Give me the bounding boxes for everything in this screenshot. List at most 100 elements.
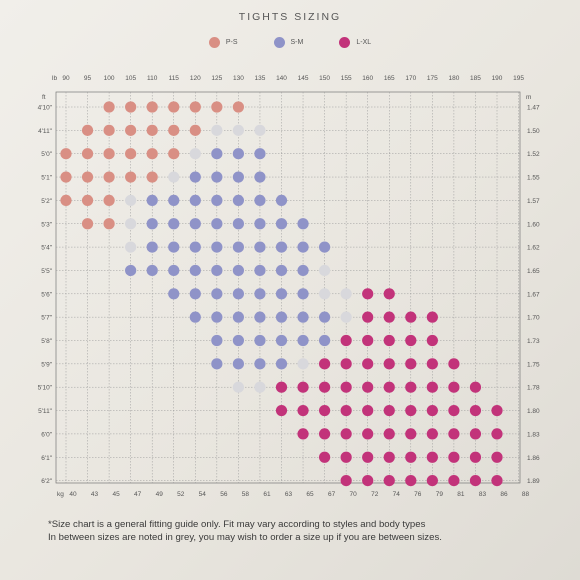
size-dot-p-s <box>81 218 94 230</box>
size-dot-p-s <box>81 124 94 136</box>
size-dot-l-xl <box>362 311 374 323</box>
size-dot-in-between <box>340 311 352 323</box>
legend: P-S S-M L-XL <box>0 37 580 48</box>
size-dot-l-xl <box>319 404 331 417</box>
size-dot-s-m <box>275 264 288 277</box>
y-tick-ft: 5'5" <box>41 268 52 275</box>
size-dot-p-s <box>211 101 223 113</box>
size-dot-l-xl <box>362 428 374 440</box>
size-dot-s-m <box>254 358 266 370</box>
y-tick-ft: 4'10" <box>38 105 53 112</box>
size-dot-s-m <box>211 288 223 300</box>
size-dot-l-xl <box>469 475 482 487</box>
size-dot-l-xl <box>448 451 460 463</box>
y-tick-m: 1.62 <box>527 245 540 252</box>
size-dot-s-m <box>254 264 266 277</box>
legend-item-l-xl: L-XL <box>339 37 371 48</box>
y-tick-ft: 5'7" <box>41 315 52 322</box>
y-tick-m: 1.75 <box>527 361 540 368</box>
size-dot-s-m <box>232 288 244 300</box>
size-dot-l-xl <box>383 358 395 370</box>
size-dot-s-m <box>275 241 288 253</box>
size-dot-l-xl <box>405 428 417 440</box>
size-dot-p-s <box>189 124 201 136</box>
size-dot-in-between <box>297 358 309 370</box>
size-dot-l-xl <box>383 451 395 463</box>
legend-label-l-xl: L-XL <box>356 39 372 46</box>
size-dot-s-m <box>125 264 137 277</box>
size-dot-l-xl <box>362 381 374 393</box>
size-dot-s-m <box>232 218 244 230</box>
size-dot-s-m <box>254 171 266 183</box>
x-tick-lb: 155 <box>341 75 352 82</box>
size-dot-s-m <box>232 241 244 253</box>
x-tick-lb: 110 <box>147 75 158 82</box>
footnote-line-2: In between sizes are noted in grey, you … <box>48 532 442 543</box>
x-tick-lb: 130 <box>233 75 244 82</box>
size-dot-p-s <box>60 148 72 160</box>
size-dot-in-between <box>254 124 266 136</box>
y-tick-ft: 6'2" <box>41 478 52 485</box>
size-dot-s-m <box>189 194 201 206</box>
size-dot-l-xl <box>469 381 482 393</box>
y-tick-m: 1.70 <box>527 315 540 322</box>
y-tick-ft: 6'0" <box>41 431 52 438</box>
size-dot-s-m <box>189 171 201 183</box>
size-dot-p-s <box>125 101 137 113</box>
size-dot-l-xl <box>383 334 395 347</box>
legend-swatch-l-xl <box>339 37 351 48</box>
x-tick-kg: 56 <box>220 491 228 498</box>
x-tick-lb: 95 <box>84 75 92 82</box>
x-tick-lb: 195 <box>513 75 524 82</box>
x-tick-kg: 81 <box>457 491 465 498</box>
y-tick-ft: 5'8" <box>41 338 52 345</box>
size-dot-l-xl <box>383 288 395 300</box>
x-tick-lb: 190 <box>492 75 503 82</box>
size-dot-s-m <box>297 218 309 230</box>
plot-frame <box>55 91 521 484</box>
size-dot-l-xl <box>426 311 438 323</box>
size-dot-p-s <box>146 101 158 113</box>
size-dot-p-s <box>125 124 137 136</box>
size-dot-l-xl <box>383 404 395 417</box>
size-dot-s-m <box>211 358 223 370</box>
size-dot-p-s <box>81 171 94 183</box>
size-dot-l-xl <box>448 428 460 440</box>
chart-title: TIGHTS SIZING <box>238 11 342 23</box>
size-dot-s-m <box>232 148 244 160</box>
x-tick-lb: 160 <box>362 75 373 82</box>
y-tick-m: 1.50 <box>527 128 540 135</box>
size-dot-l-xl <box>426 381 438 393</box>
size-dot-l-xl <box>362 475 374 487</box>
size-dot-l-xl <box>491 404 503 417</box>
size-dot-s-m <box>168 264 180 277</box>
x-tick-lb: 165 <box>384 75 395 82</box>
size-dot-l-xl <box>362 288 374 300</box>
y-tick-m: 1.73 <box>527 338 540 345</box>
size-dot-s-m <box>232 358 244 370</box>
size-dot-l-xl <box>362 334 374 347</box>
size-dot-l-xl <box>319 381 331 393</box>
y-tick-ft: 5'9" <box>41 361 52 368</box>
size-dot-l-xl <box>405 311 417 323</box>
axis-unit-m: m <box>526 94 531 101</box>
x-tick-kg: 47 <box>134 491 142 498</box>
footnote-line-1: *Size chart is a general fitting guide o… <box>48 519 426 530</box>
size-dot-s-m <box>211 334 223 347</box>
legend-label-p-s: P-S <box>225 39 238 46</box>
size-dot-l-xl <box>383 428 395 440</box>
size-dot-s-m <box>211 194 223 206</box>
size-dot-s-m <box>146 194 158 206</box>
size-dot-l-xl <box>405 404 417 417</box>
size-dot-in-between <box>168 171 180 183</box>
x-tick-lb: 185 <box>470 75 481 82</box>
size-dot-s-m <box>168 288 180 300</box>
size-dot-p-s <box>125 148 137 160</box>
size-dot-s-m <box>232 171 244 183</box>
x-tick-lb: 115 <box>169 75 180 82</box>
size-dot-p-s <box>60 194 72 206</box>
size-dot-s-m <box>254 334 266 347</box>
size-dot-p-s <box>189 101 201 113</box>
size-dot-s-m <box>168 218 180 230</box>
x-tick-kg: 43 <box>91 491 99 498</box>
